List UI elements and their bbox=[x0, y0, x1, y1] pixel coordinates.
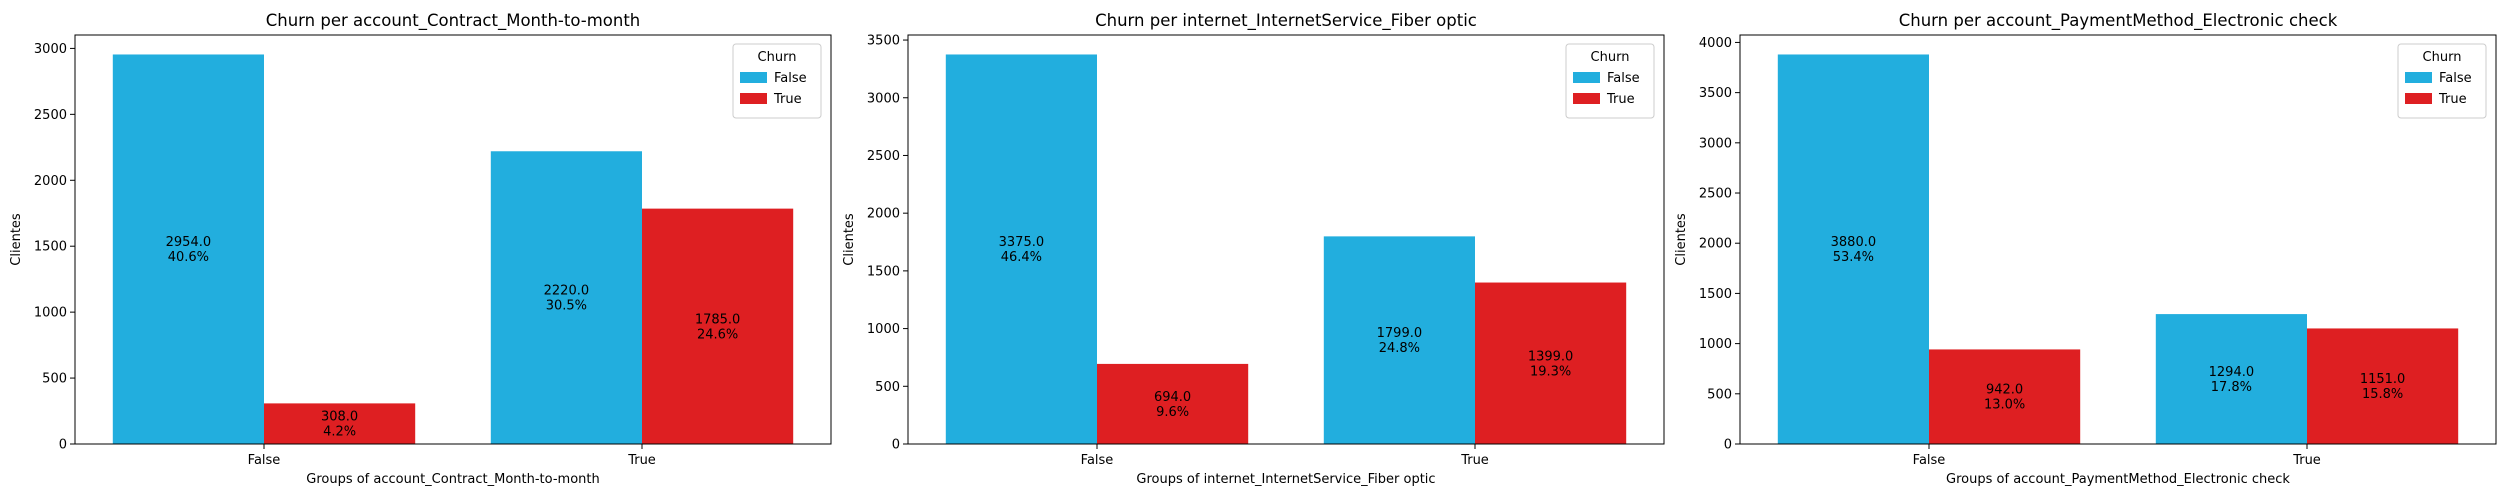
y-axis-label: Clientes bbox=[1674, 213, 1689, 266]
y-tick-label: 1500 bbox=[34, 240, 67, 255]
x-axis-label: Groups of internet_InternetService_Fiber… bbox=[1136, 472, 1435, 487]
x-axis-label: Groups of account_Contract_Month-to-mont… bbox=[306, 472, 599, 487]
x-tick-label: False bbox=[1081, 453, 1114, 468]
y-tick-label: 1500 bbox=[1699, 287, 1732, 302]
data-label: 1785.0 24.6% bbox=[695, 312, 741, 342]
bar-false-true bbox=[1323, 236, 1475, 444]
data-label: 1294.0 17.8% bbox=[2209, 365, 2255, 395]
legend-label: False bbox=[774, 71, 807, 86]
chart-panel-3: 3880.0 53.4% 1294.0 17.8% 942.0 13.0% 1151.0 15… bbox=[1674, 11, 2497, 487]
x-tick-label: True bbox=[2292, 453, 2321, 468]
legend-label: True bbox=[773, 92, 802, 107]
data-label: 1151.0 15.8% bbox=[2360, 372, 2406, 402]
y-tick-label: 0 bbox=[59, 438, 67, 453]
bar-false-true bbox=[490, 151, 642, 444]
y-tick-label: 500 bbox=[42, 372, 67, 387]
y-tick-label: 3000 bbox=[1699, 136, 1732, 151]
y-tick-label: 1000 bbox=[34, 306, 67, 321]
y-tick-label: 500 bbox=[875, 380, 900, 395]
data-label: 694.0 9.6% bbox=[1154, 390, 1191, 420]
y-tick-label: 500 bbox=[1707, 387, 1732, 402]
y-tick-label: 3000 bbox=[867, 91, 900, 106]
bar-true-false bbox=[264, 403, 416, 444]
y-tick-label: 1500 bbox=[867, 264, 900, 279]
legend-title: Churn bbox=[758, 50, 797, 65]
y-tick-label: 2000 bbox=[867, 207, 900, 222]
y-tick-label: 3500 bbox=[1699, 86, 1732, 101]
legend-swatch-true bbox=[740, 93, 767, 104]
y-tick-label: 0 bbox=[1724, 438, 1732, 453]
legend-swatch-false bbox=[2405, 72, 2432, 83]
legend-label: True bbox=[1606, 92, 1635, 107]
data-label: 3375.0 46.4% bbox=[999, 235, 1045, 265]
y-tick-label: 1000 bbox=[867, 322, 900, 337]
bar-false-false bbox=[945, 54, 1097, 444]
legend-swatch-false bbox=[740, 72, 767, 83]
chart-title: Churn per account_Contract_Month-to-mont… bbox=[266, 11, 641, 31]
bar-false-false bbox=[112, 54, 264, 444]
y-tick-label: 1000 bbox=[1699, 337, 1732, 352]
x-axis-label: Groups of account_PaymentMethod_Electron… bbox=[1946, 472, 2290, 487]
plot-frame bbox=[74, 34, 832, 445]
chart-title: Churn per account_PaymentMethod_Electron… bbox=[1899, 11, 2338, 31]
data-label: 1799.0 24.8% bbox=[1377, 326, 1423, 356]
data-label: 308.0 4.2% bbox=[321, 410, 358, 440]
legend: Churn False True bbox=[732, 43, 822, 119]
data-label: 2220.0 30.5% bbox=[544, 284, 590, 314]
y-tick-label: 3000 bbox=[34, 42, 67, 57]
y-tick-label: 2000 bbox=[1699, 237, 1732, 252]
legend-title: Churn bbox=[2423, 50, 2462, 65]
y-axis-label: Clientes bbox=[9, 213, 24, 266]
bar-true-false bbox=[1929, 349, 2081, 444]
x-tick-label: True bbox=[1460, 453, 1489, 468]
x-tick-label: False bbox=[1913, 453, 1946, 468]
legend: Churn False True bbox=[1565, 43, 1655, 119]
bar-false-true bbox=[2155, 314, 2307, 444]
y-tick-label: 2500 bbox=[867, 149, 900, 164]
chart-panel-2: 3375.0 46.4% 1799.0 24.8% 694.0 9.6% 1399.0 19.… bbox=[842, 11, 1665, 487]
legend-swatch-true bbox=[2405, 93, 2432, 104]
legend: Churn False True bbox=[2397, 43, 2487, 119]
chart-title: Churn per internet_InternetService_Fiber… bbox=[1095, 11, 1477, 31]
y-axis-label: Clientes bbox=[842, 213, 857, 266]
data-label: 3880.0 53.4% bbox=[1831, 235, 1877, 265]
bar-true-true bbox=[1475, 282, 1627, 444]
plot-frame bbox=[1739, 34, 2497, 445]
legend-label: True bbox=[2438, 92, 2467, 107]
data-label: 942.0 13.0% bbox=[1984, 383, 2025, 413]
y-tick-label: 4000 bbox=[1699, 36, 1732, 51]
chart-panel-1: 2954.0 40.6% 2220.0 30.5% 308.0 4.2% 1785.0 24.… bbox=[9, 11, 832, 487]
legend-label: False bbox=[2439, 71, 2472, 86]
legend-swatch-true bbox=[1573, 93, 1600, 104]
y-tick-label: 2000 bbox=[34, 174, 67, 189]
y-tick-label: 3500 bbox=[867, 34, 900, 49]
legend-swatch-false bbox=[1573, 72, 1600, 83]
bar-true-true bbox=[642, 208, 794, 444]
y-tick-label: 0 bbox=[892, 438, 900, 453]
x-tick-label: False bbox=[248, 453, 281, 468]
y-tick-label: 2500 bbox=[34, 108, 67, 123]
data-label: 2954.0 40.6% bbox=[166, 235, 212, 265]
legend-title: Churn bbox=[1591, 50, 1630, 65]
legend-label: False bbox=[1607, 71, 1640, 86]
y-tick-label: 2500 bbox=[1699, 187, 1732, 202]
x-tick-label: True bbox=[627, 453, 656, 468]
bar-true-true bbox=[2307, 328, 2459, 444]
plot-frame bbox=[907, 34, 1665, 445]
bar-true-false bbox=[1097, 363, 1249, 444]
data-label: 1399.0 19.3% bbox=[1528, 349, 1574, 379]
bar-false-false bbox=[1777, 54, 1929, 444]
